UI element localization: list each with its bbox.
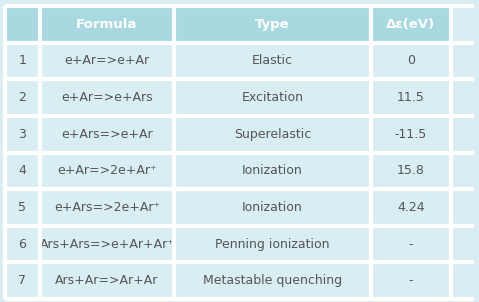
Text: e+Ar=>e+Ars: e+Ar=>e+Ars	[61, 91, 153, 104]
Bar	[174, 116, 371, 153]
Text: Elastic: Elastic	[252, 54, 293, 67]
Text: Ars+Ar=>Ar+Ar: Ars+Ar=>Ar+Ar	[55, 274, 159, 287]
Text: 0: 0	[407, 54, 415, 67]
Bar	[174, 262, 371, 299]
Text: 4: 4	[19, 164, 26, 177]
Text: -: -	[409, 238, 413, 251]
Bar	[40, 43, 174, 79]
Bar	[174, 226, 371, 262]
Text: Excitation: Excitation	[241, 91, 303, 104]
Text: 7: 7	[18, 274, 26, 287]
Text: e+Ars=>e+Ar: e+Ars=>e+Ar	[61, 128, 153, 141]
Text: Superelastic: Superelastic	[234, 128, 311, 141]
Bar	[174, 79, 371, 116]
Bar	[5, 79, 40, 116]
Text: Ionization: Ionization	[242, 201, 303, 214]
Text: e+Ar=>e+Ar: e+Ar=>e+Ar	[64, 54, 149, 67]
Text: e+Ar=>2e+Ar⁺: e+Ar=>2e+Ar⁺	[57, 164, 157, 177]
Bar	[5, 226, 40, 262]
Bar	[5, 262, 40, 299]
Bar	[371, 189, 451, 226]
Bar	[174, 189, 371, 226]
Bar	[371, 226, 451, 262]
Bar	[5, 43, 40, 79]
Bar	[371, 116, 451, 153]
Text: Ars+Ars=>e+Ar+Ar⁺: Ars+Ars=>e+Ar+Ar⁺	[39, 238, 174, 251]
Text: -: -	[409, 274, 413, 287]
Text: Δε(eV): Δε(eV)	[386, 18, 435, 31]
Bar	[40, 189, 174, 226]
Bar	[5, 153, 40, 189]
Text: 4.24: 4.24	[397, 201, 425, 214]
Text: 1: 1	[19, 54, 26, 67]
Text: Type: Type	[255, 18, 290, 31]
Bar	[40, 79, 174, 116]
Bar	[5, 189, 40, 226]
Text: Penning ionization: Penning ionization	[215, 238, 330, 251]
Text: e+Ars=>2e+Ar⁺: e+Ars=>2e+Ar⁺	[54, 201, 160, 214]
Bar	[40, 226, 174, 262]
Bar	[40, 153, 174, 189]
Text: Ionization: Ionization	[242, 164, 303, 177]
Text: 2: 2	[19, 91, 26, 104]
Text: Formula: Formula	[76, 18, 137, 31]
Bar	[174, 153, 371, 189]
Bar	[371, 79, 451, 116]
Bar	[40, 116, 174, 153]
Bar	[371, 262, 451, 299]
Text: 5: 5	[18, 201, 26, 214]
Bar	[5, 6, 40, 43]
Text: 11.5: 11.5	[397, 91, 425, 104]
Text: Metastable quenching: Metastable quenching	[203, 274, 342, 287]
Text: 3: 3	[19, 128, 26, 141]
Bar	[174, 43, 371, 79]
Bar	[174, 6, 371, 43]
Bar	[371, 153, 451, 189]
Bar	[40, 262, 174, 299]
Bar	[5, 116, 40, 153]
Text: 6: 6	[19, 238, 26, 251]
Bar	[40, 6, 174, 43]
Text: 15.8: 15.8	[397, 164, 425, 177]
Text: -11.5: -11.5	[395, 128, 427, 141]
Bar	[371, 43, 451, 79]
Bar	[371, 6, 451, 43]
